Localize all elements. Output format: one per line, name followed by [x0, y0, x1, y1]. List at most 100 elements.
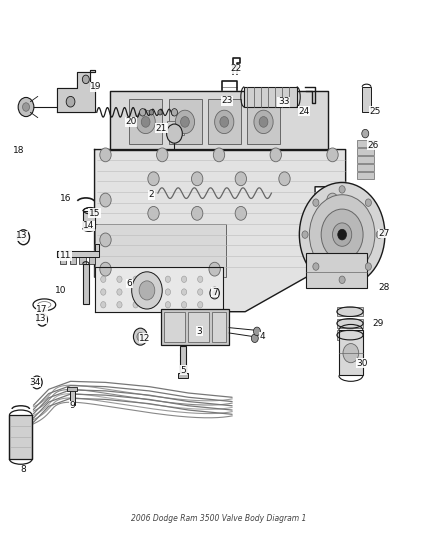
Circle shape — [18, 98, 34, 117]
Circle shape — [149, 110, 153, 115]
Circle shape — [270, 148, 282, 162]
Circle shape — [339, 276, 345, 284]
Circle shape — [299, 182, 385, 287]
Bar — [177, 373, 188, 378]
Text: 26: 26 — [367, 141, 378, 150]
Text: 6: 6 — [127, 279, 132, 288]
Circle shape — [100, 193, 111, 207]
Circle shape — [149, 276, 154, 282]
Text: 13: 13 — [16, 231, 28, 240]
Circle shape — [22, 103, 29, 111]
Circle shape — [66, 96, 75, 107]
Circle shape — [136, 110, 155, 134]
Circle shape — [321, 209, 363, 260]
Circle shape — [254, 327, 261, 336]
Bar — [244, 87, 297, 107]
Bar — [357, 172, 374, 179]
Text: 30: 30 — [357, 359, 368, 368]
Text: 4: 4 — [260, 332, 265, 341]
Circle shape — [254, 110, 273, 134]
Circle shape — [165, 302, 170, 308]
Bar — [337, 330, 363, 340]
Bar — [337, 319, 363, 328]
Circle shape — [100, 233, 111, 247]
Polygon shape — [57, 244, 99, 257]
Bar — [95, 224, 226, 277]
Circle shape — [376, 231, 382, 238]
Circle shape — [180, 117, 189, 127]
Text: 7: 7 — [212, 287, 218, 296]
Circle shape — [332, 223, 352, 246]
Polygon shape — [110, 91, 328, 150]
Bar — [83, 264, 89, 304]
Circle shape — [139, 281, 155, 300]
Circle shape — [156, 148, 168, 162]
Text: 29: 29 — [373, 319, 384, 328]
Bar — [67, 387, 77, 391]
Circle shape — [166, 124, 182, 143]
Circle shape — [117, 302, 122, 308]
Circle shape — [165, 289, 170, 295]
Text: 11: 11 — [60, 252, 71, 260]
Circle shape — [134, 328, 148, 345]
Circle shape — [209, 262, 220, 276]
Bar — [180, 346, 186, 375]
Circle shape — [210, 287, 219, 299]
Circle shape — [365, 199, 371, 206]
Circle shape — [101, 289, 106, 295]
Text: 16: 16 — [60, 194, 71, 203]
Circle shape — [198, 302, 203, 308]
Circle shape — [101, 302, 106, 308]
Text: 15: 15 — [89, 209, 100, 218]
Circle shape — [100, 262, 111, 276]
Bar — [362, 87, 371, 112]
Circle shape — [149, 289, 154, 295]
Text: 25: 25 — [370, 107, 381, 116]
Text: 12: 12 — [139, 334, 151, 343]
Circle shape — [213, 148, 225, 162]
Bar — [188, 312, 209, 342]
Circle shape — [181, 302, 187, 308]
Bar — [169, 99, 201, 144]
Circle shape — [212, 290, 217, 296]
Circle shape — [198, 289, 203, 295]
Circle shape — [365, 263, 371, 270]
Circle shape — [235, 206, 247, 220]
Circle shape — [235, 172, 247, 185]
Circle shape — [181, 276, 187, 282]
Circle shape — [338, 229, 346, 240]
Circle shape — [133, 302, 138, 308]
Circle shape — [165, 276, 170, 282]
Bar — [89, 257, 95, 264]
Circle shape — [191, 206, 203, 220]
Bar — [357, 164, 374, 171]
Bar — [357, 140, 374, 147]
Circle shape — [181, 289, 187, 295]
Circle shape — [117, 276, 122, 282]
Circle shape — [132, 272, 162, 309]
Text: 24: 24 — [299, 107, 310, 116]
Bar — [212, 312, 226, 342]
Text: 20: 20 — [125, 117, 137, 126]
Text: 3: 3 — [197, 327, 202, 336]
Circle shape — [140, 109, 146, 116]
Bar — [83, 211, 95, 228]
Circle shape — [137, 333, 144, 341]
Circle shape — [101, 276, 106, 282]
Circle shape — [251, 334, 258, 343]
Text: 2: 2 — [148, 190, 154, 199]
Bar — [161, 309, 229, 345]
Bar — [79, 257, 86, 264]
Circle shape — [259, 117, 268, 127]
Text: 10: 10 — [55, 286, 67, 295]
Bar — [357, 148, 374, 155]
Bar — [70, 390, 75, 405]
Circle shape — [133, 289, 138, 295]
Text: 13: 13 — [35, 314, 46, 323]
Circle shape — [82, 75, 89, 84]
Bar — [166, 122, 184, 135]
Circle shape — [148, 172, 159, 185]
Text: 21: 21 — [155, 124, 167, 133]
Circle shape — [171, 109, 177, 116]
Circle shape — [343, 344, 359, 363]
